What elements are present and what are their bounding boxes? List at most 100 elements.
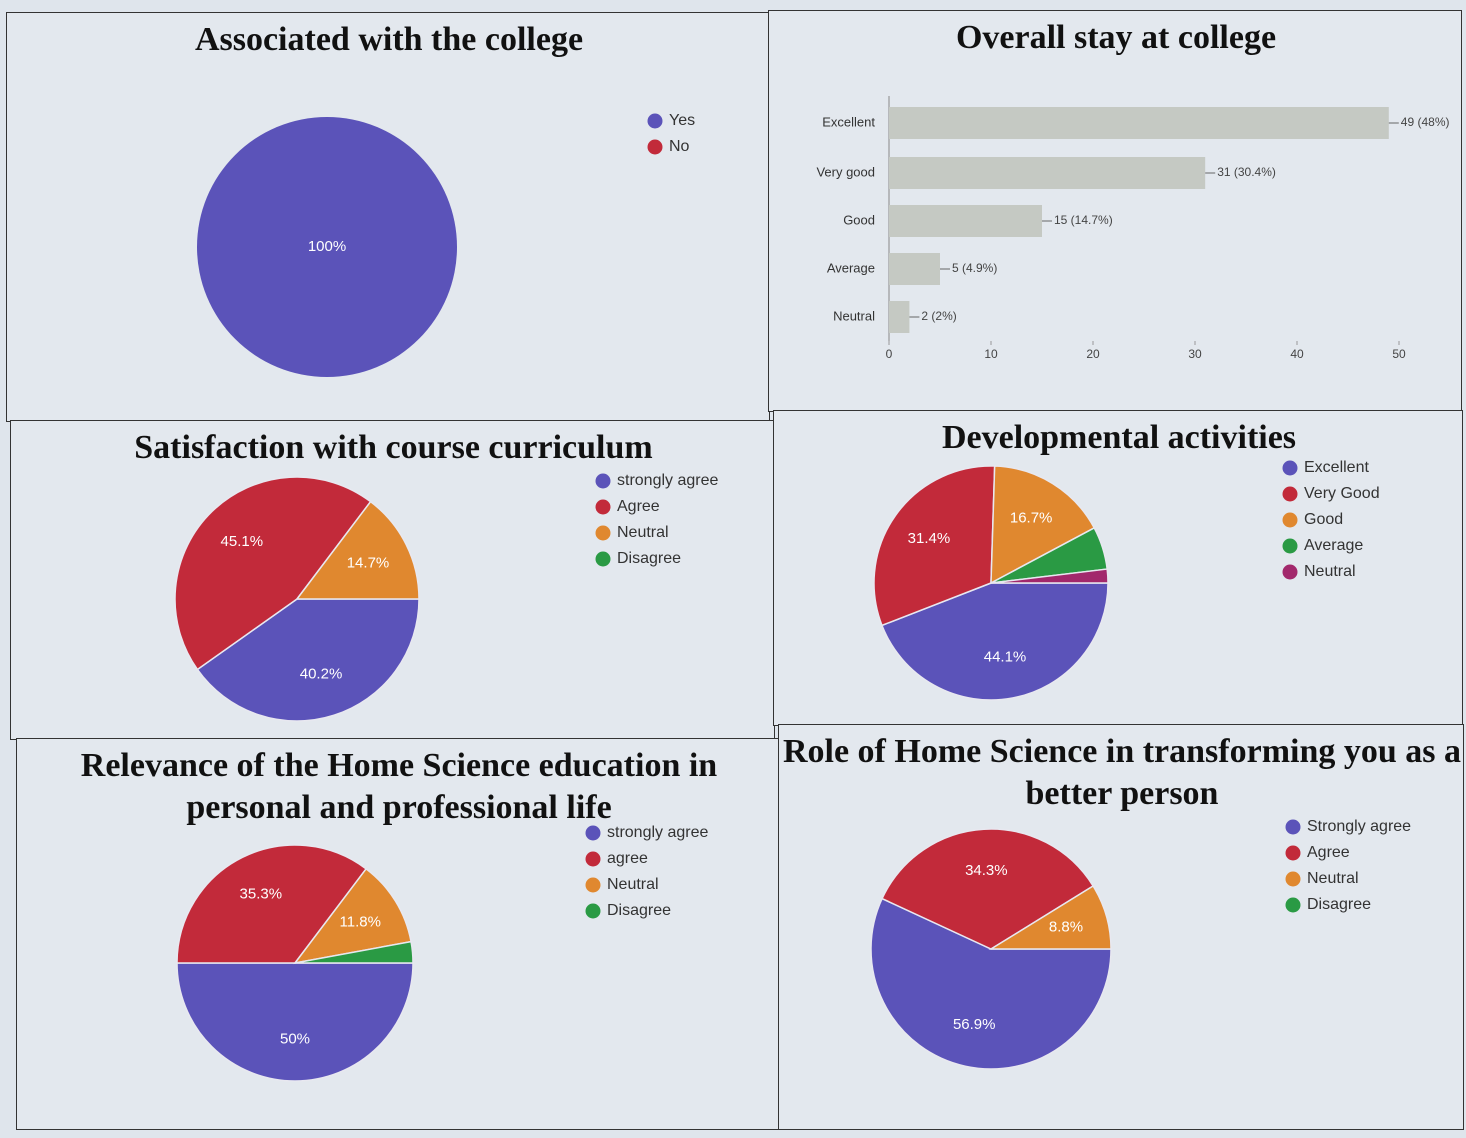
y-tick-label: Average bbox=[827, 260, 875, 275]
legend-label: Average bbox=[1304, 537, 1363, 554]
legend-swatch bbox=[647, 139, 663, 155]
legend-label: Strongly agree bbox=[1307, 818, 1411, 835]
legend-label: Agree bbox=[1307, 844, 1350, 861]
legend-label: Neutral bbox=[1304, 563, 1356, 580]
legend-label: Neutral bbox=[1307, 870, 1359, 887]
legend-label: Disagree bbox=[1307, 896, 1371, 913]
data-label: 14.7% bbox=[347, 555, 390, 572]
pie-slice bbox=[881, 828, 1095, 950]
data-label: 2 (2%) bbox=[921, 309, 956, 323]
legend-swatch bbox=[1282, 512, 1298, 528]
chart: 50% 35.3% 11.8% strongly agree agree Neutral D… bbox=[176, 824, 708, 1082]
legend-label: No bbox=[669, 138, 690, 155]
data-label: 35.3% bbox=[240, 885, 283, 902]
chart-title: Overall stay at college bbox=[955, 19, 1277, 56]
data-label: 31.4% bbox=[908, 530, 951, 547]
chart-title: Relevance of the Home Science education … bbox=[80, 747, 718, 826]
chart-panel: 56.9% 34.3% 8.8% Strongly agree Agree Neutral… bbox=[778, 724, 1464, 1130]
legend-label: Neutral bbox=[617, 524, 669, 541]
data-label: 44.1% bbox=[984, 649, 1027, 666]
data-label: 5 (4.9%) bbox=[952, 261, 997, 275]
x-tick-label: 10 bbox=[984, 347, 998, 361]
data-label: 31 (30.4%) bbox=[1217, 165, 1276, 179]
legend-label: Excellent bbox=[1304, 459, 1369, 476]
pie-slice bbox=[174, 476, 372, 671]
legend-swatch bbox=[595, 525, 611, 541]
legend-label: Agree bbox=[617, 498, 660, 515]
chart-panel: 40.2% 45.1% 14.7% strongly agree Agree Neutra… bbox=[10, 420, 775, 740]
legend-label: strongly agree bbox=[607, 824, 708, 841]
chart-panel: 50% 35.3% 11.8% strongly agree agree Neutral D… bbox=[16, 738, 780, 1130]
bar bbox=[889, 157, 1206, 189]
legend-swatch bbox=[1282, 538, 1298, 554]
legend-label: Disagree bbox=[607, 902, 671, 919]
chart: 44.1% 31.4% 16.7% Excellent Very Good Good Ave… bbox=[873, 459, 1380, 701]
chart-panel: 0 10 20 30 40 50 Excellent 49 (48%) Very good 31 … bbox=[768, 10, 1462, 412]
x-tick-label: 30 bbox=[1188, 347, 1202, 361]
data-label: 15 (14.7%) bbox=[1054, 213, 1113, 227]
pie-slice bbox=[873, 465, 996, 627]
pie-slice bbox=[990, 568, 1109, 584]
y-tick-label: Excellent bbox=[822, 114, 875, 129]
x-tick-label: 50 bbox=[1392, 347, 1406, 361]
legend-swatch bbox=[1285, 845, 1301, 861]
pie-slice bbox=[988, 884, 1112, 950]
chart-title: Satisfaction with course curriculum bbox=[134, 429, 653, 466]
legend-swatch bbox=[585, 851, 601, 867]
pie-slice bbox=[870, 897, 1112, 1070]
x-tick-label: 20 bbox=[1086, 347, 1100, 361]
y-tick-label: Very good bbox=[816, 164, 875, 179]
data-label: 34.3% bbox=[965, 862, 1008, 879]
chart-title: Role of Home Science in transforming you… bbox=[782, 733, 1462, 812]
legend-swatch bbox=[1282, 460, 1298, 476]
pie-slice bbox=[196, 598, 420, 722]
data-label: 40.2% bbox=[300, 666, 343, 683]
legend-swatch bbox=[585, 877, 601, 893]
legend-swatch bbox=[1285, 871, 1301, 887]
legend-label: Good bbox=[1304, 511, 1343, 528]
legend-swatch bbox=[595, 499, 611, 515]
pie-slice bbox=[294, 940, 414, 964]
chart-panel: 44.1% 31.4% 16.7% Excellent Very Good Good Ave… bbox=[773, 410, 1463, 726]
legend-label: Neutral bbox=[607, 876, 659, 893]
legend-swatch bbox=[585, 903, 601, 919]
chart-title: Associated with the college bbox=[194, 21, 584, 58]
data-label: 56.9% bbox=[953, 1016, 996, 1033]
legend-label: Very Good bbox=[1304, 485, 1380, 502]
legend-swatch bbox=[585, 825, 601, 841]
data-label: 8.8% bbox=[1049, 919, 1083, 936]
legend-swatch bbox=[1285, 819, 1301, 835]
legend-swatch bbox=[595, 551, 611, 567]
pie-slice bbox=[197, 117, 457, 377]
chart-title: Developmental activities bbox=[941, 419, 1297, 456]
legend-swatch bbox=[1285, 897, 1301, 913]
pie-slice bbox=[176, 962, 414, 1082]
legend-label: Disagree bbox=[617, 550, 681, 567]
legend-swatch bbox=[647, 113, 663, 129]
legend-label: Yes bbox=[669, 112, 695, 129]
y-tick-label: Good bbox=[843, 212, 875, 227]
legend-swatch bbox=[1282, 564, 1298, 580]
pie-slice bbox=[880, 582, 1109, 701]
pie-slice bbox=[990, 465, 1096, 585]
y-tick-label: Neutral bbox=[833, 308, 875, 323]
legend-label: agree bbox=[607, 850, 648, 867]
data-label: 50% bbox=[280, 1031, 310, 1048]
x-tick-label: 0 bbox=[886, 347, 893, 361]
legend-swatch bbox=[595, 473, 611, 489]
data-label: 100% bbox=[308, 238, 346, 255]
pie-slice bbox=[293, 867, 412, 965]
data-label: 16.7% bbox=[1010, 509, 1053, 526]
chart: 56.9% 34.3% 8.8% Strongly agree Agree Neutral… bbox=[870, 818, 1411, 1070]
pie-slice bbox=[295, 500, 420, 600]
chart: 40.2% 45.1% 14.7% strongly agree Agree Neutra… bbox=[174, 472, 718, 722]
legend-swatch bbox=[1282, 486, 1298, 502]
legend-label: strongly agree bbox=[617, 472, 718, 489]
pie-slice bbox=[176, 844, 368, 964]
bar bbox=[889, 301, 910, 333]
data-label: 45.1% bbox=[221, 533, 264, 550]
x-tick-label: 40 bbox=[1290, 347, 1304, 361]
bar bbox=[889, 253, 940, 285]
chart: 0 10 20 30 40 50 Excellent 49 (48%) Very good 31 … bbox=[816, 96, 1450, 361]
